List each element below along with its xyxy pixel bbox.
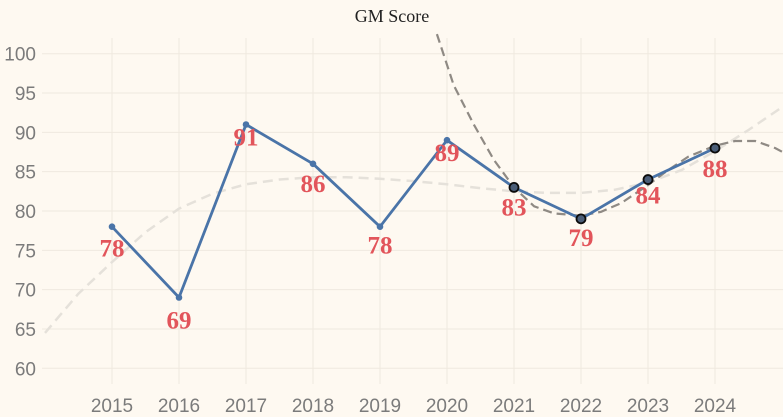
data-label-2024: 88 (703, 156, 728, 183)
series-line (110, 123, 716, 299)
x-tick-label: 2017 (225, 396, 267, 417)
data-label-2019: 78 (368, 233, 393, 260)
data-label-2018: 86 (301, 171, 326, 198)
y-tick-label: 60 (15, 359, 36, 380)
x-tick-label: 2022 (560, 396, 602, 417)
data-label-2020: 89 (435, 140, 460, 167)
x-tick-label: 2019 (359, 396, 401, 417)
data-label-2023: 84 (636, 183, 662, 210)
data-point-2021 (508, 182, 520, 193)
chart-title: GM Score (355, 6, 430, 26)
data-point-2019 (376, 223, 384, 231)
x-tick-label: 2016 (158, 396, 200, 417)
y-tick-label: 95 (15, 84, 36, 105)
y-tick-label: 65 (15, 320, 36, 341)
data-point-2015 (108, 223, 116, 231)
data-point-2017 (242, 121, 250, 128)
y-tick-label: 90 (15, 123, 36, 144)
y-tick-label: 75 (15, 241, 36, 262)
x-tick-label: 2018 (292, 396, 334, 417)
data-label-2021: 83 (502, 194, 527, 221)
data-point-2023 (642, 174, 654, 185)
y-axis-ticks: 60 65 70 75 80 85 90 95 100 (4, 45, 36, 381)
y-tick-label: 70 (15, 281, 36, 302)
data-point-2024 (709, 142, 721, 154)
data-label-2017: 91 (234, 125, 259, 152)
gridlines (42, 38, 783, 384)
trendlines (44, 33, 783, 334)
trendline-light (44, 106, 783, 334)
data-point-2018 (309, 160, 317, 168)
x-tick-label: 2015 (91, 396, 133, 417)
data-labels: 78 69 91 86 78 89 83 79 84 88 (100, 125, 728, 335)
x-tick-label: 2020 (426, 396, 468, 417)
data-label-2022: 79 (569, 225, 594, 252)
data-point-2016 (175, 294, 183, 301)
x-tick-label: 2024 (694, 396, 737, 417)
data-points (108, 121, 721, 301)
series-line-group (110, 123, 716, 299)
data-point-2022 (575, 213, 587, 225)
x-tick-label: 2023 (627, 396, 669, 417)
x-tick-label: 2021 (493, 396, 535, 417)
data-label-2015: 78 (100, 236, 125, 263)
data-point-2020 (443, 136, 451, 144)
x-axis-ticks: 2015 2016 2017 2018 2019 2020 2021 2022 2023 2024 (91, 396, 737, 417)
y-tick-label: 100 (4, 45, 36, 66)
y-tick-label: 85 (15, 163, 36, 184)
y-tick-label: 80 (15, 202, 36, 223)
trendline-dark (435, 33, 783, 217)
data-label-2016: 69 (167, 308, 192, 335)
